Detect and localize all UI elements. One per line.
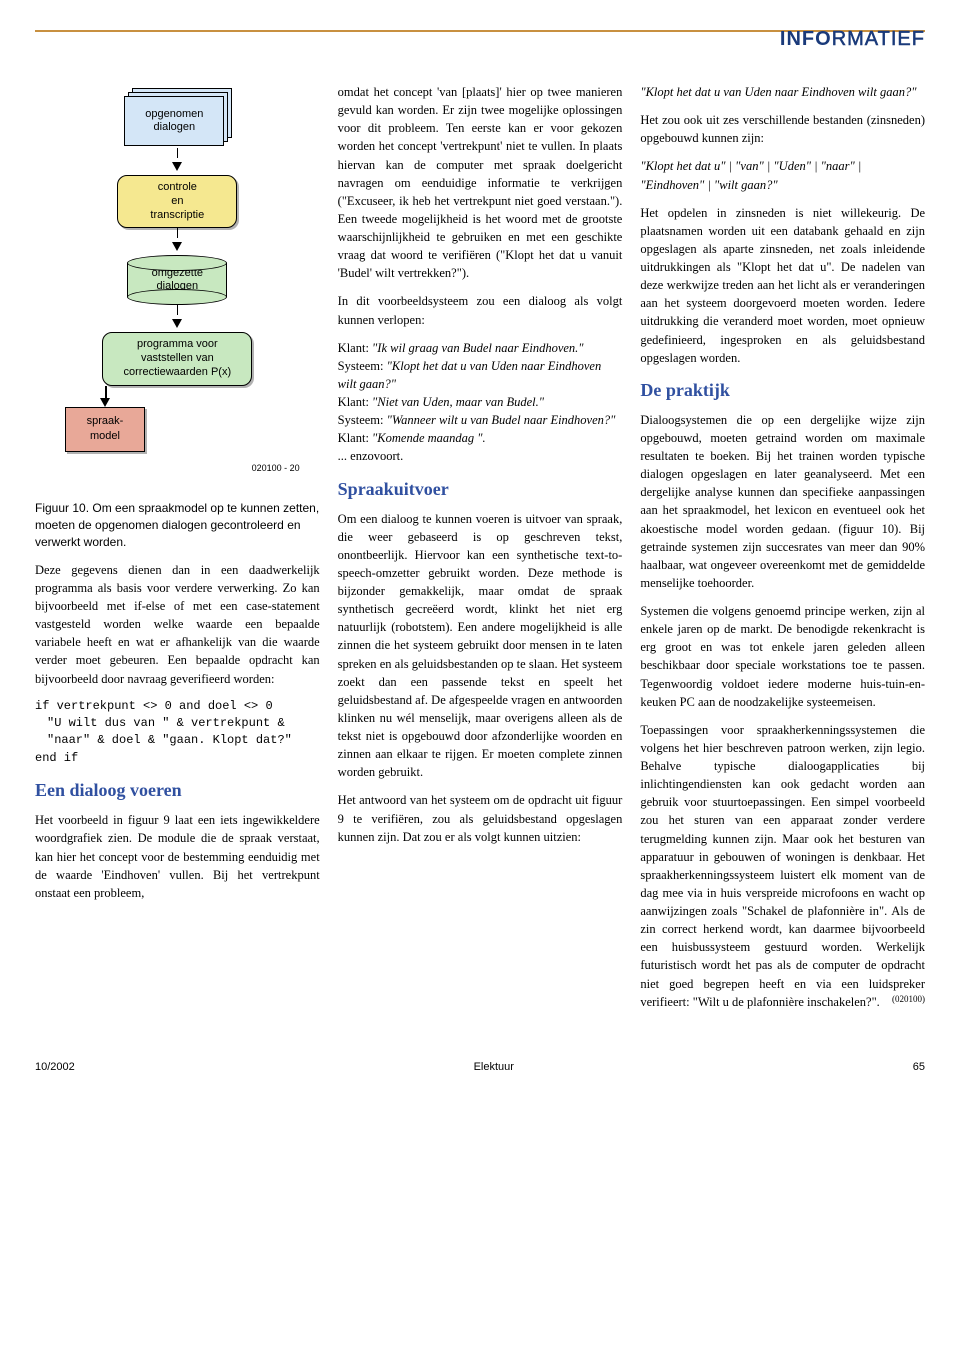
- diagram-id: 020100 - 20: [45, 462, 300, 475]
- dialog-label: Systeem:: [338, 359, 387, 373]
- dialog-text: "Niet van Uden, maar van Budel.": [372, 395, 544, 409]
- diagram-box-controle: controle en transcriptie: [117, 175, 237, 228]
- paragraph: Deze gegevens dienen dan in een daadwerk…: [35, 561, 320, 688]
- diagram-cylinder: omgezette dialogen: [127, 255, 227, 305]
- arrow-connector: [177, 148, 179, 158]
- paragraph: In dit voorbeeldsysteem zou een dialoog …: [338, 292, 623, 328]
- diagram-box4-label: programma voor vaststellen van correctie…: [124, 338, 232, 378]
- diagram-box-dialogen: opgenomen dialogen: [122, 88, 232, 148]
- column-2: omdat het concept 'van [plaats]' hier op…: [338, 83, 623, 1021]
- column-1: opgenomen dialogen controle en transcrip…: [35, 83, 320, 1021]
- figure-caption: Figuur 10. Om een spraakmodel op te kunn…: [35, 500, 320, 550]
- code-line: "U wilt dus van " & vertrekpunt & "naar"…: [35, 715, 320, 750]
- paragraph: Toepassingen voor spraakherkenningssyste…: [640, 721, 925, 1011]
- article-id: (020100): [892, 993, 925, 1006]
- arrow-icon: [172, 242, 182, 251]
- arrow-connector: [177, 228, 179, 238]
- footer-publication: Elektuur: [474, 1061, 514, 1073]
- section-heading: Een dialoog voeren: [35, 777, 320, 803]
- paragraph: Dialoogsystemen die op een dergelijke wi…: [640, 411, 925, 592]
- dialog-label: Klant:: [338, 341, 372, 355]
- section-heading: De praktijk: [640, 377, 925, 403]
- diagram-box1-label: opgenomen dialogen: [145, 108, 203, 134]
- diagram-box-spraakmodel: spraak- model: [65, 407, 145, 453]
- dialog-label: Systeem:: [338, 413, 387, 427]
- page-footer: 10/2002 Elektuur 65: [0, 1036, 960, 1088]
- dialog-label: Klant:: [338, 395, 372, 409]
- code-block: if vertrekpunt <> 0 and doel <> 0 "U wil…: [35, 698, 320, 768]
- paragraph: Het voorbeeld in figuur 9 laat een iets …: [35, 811, 320, 902]
- dialog-block: Klant: "Ik wil graag van Budel naar Eind…: [338, 339, 623, 466]
- diagram-box-programma: programma voor vaststellen van correctie…: [102, 332, 252, 385]
- diagram-box5-label: spraak- model: [87, 415, 124, 443]
- arrow-icon: [100, 398, 110, 407]
- dialog-text: "Ik wil graag van Budel naar Eindhoven.": [372, 341, 584, 355]
- paragraph: Het antwoord van het systeem om de opdra…: [338, 791, 623, 845]
- arrow-icon: [172, 162, 182, 171]
- quote-text: "Klopt het dat u van Uden naar Eindhoven…: [640, 83, 925, 101]
- paragraph: Het opdelen in zinsneden is niet willeke…: [640, 204, 925, 367]
- paragraph: Het zou ook uit zes verschillende bestan…: [640, 111, 925, 147]
- column-layout: opgenomen dialogen controle en transcrip…: [35, 83, 925, 1021]
- diagram-box2-label: controle en transcriptie: [150, 181, 204, 221]
- logo-rmatief: RMATIEF: [832, 28, 925, 50]
- arrow-connector: [177, 305, 179, 315]
- dialog-label: Klant:: [338, 431, 372, 445]
- code-line: end if: [35, 750, 320, 767]
- header-logo: INFORMATIEF: [780, 28, 925, 51]
- arrow-icon: [172, 319, 182, 328]
- flowchart-diagram: opgenomen dialogen controle en transcrip…: [35, 83, 320, 480]
- footer-date: 10/2002: [35, 1061, 75, 1073]
- page-content: INFORMATIEF opgenomen dialogen controle …: [0, 0, 960, 1036]
- dialog-text: ... enzovoort.: [338, 449, 404, 463]
- paragraph-text: Toepassingen voor spraakherkenningssyste…: [640, 723, 925, 1009]
- footer-page-number: 65: [913, 1061, 925, 1073]
- paragraph: Systemen die volgens genoemd principe we…: [640, 602, 925, 711]
- quote-text: "Klopt het dat u" | "van" | "Uden" | "na…: [640, 157, 925, 193]
- paragraph: Om een dialoog te kunnen voeren is uitvo…: [338, 510, 623, 782]
- column-3: "Klopt het dat u van Uden naar Eindhoven…: [640, 83, 925, 1021]
- arrow-connector: [105, 386, 107, 398]
- paragraph: omdat het concept 'van [plaats]' hier op…: [338, 83, 623, 282]
- header-bar: INFORMATIEF: [35, 30, 925, 58]
- dialog-text: "Wanneer wilt u van Budel naar Eindhoven…: [387, 413, 616, 427]
- logo-info: INFO: [780, 28, 832, 50]
- code-line: if vertrekpunt <> 0 and doel <> 0: [35, 698, 320, 715]
- dialog-text: "Komende maandag ".: [372, 431, 486, 445]
- section-heading: Spraakuitvoer: [338, 476, 623, 502]
